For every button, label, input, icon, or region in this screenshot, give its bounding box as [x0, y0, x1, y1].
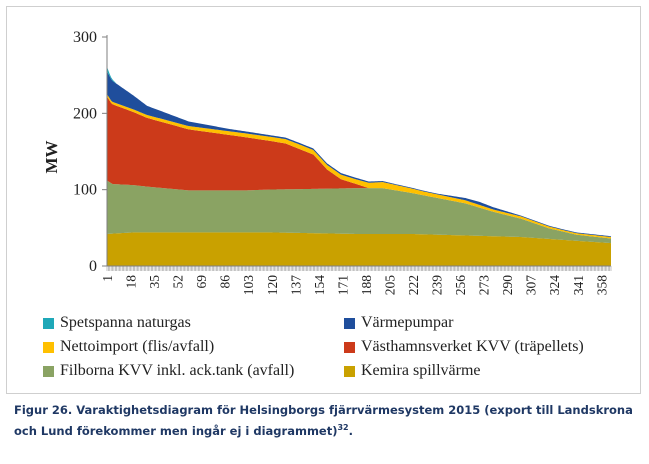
- legend-item-kemira: Kemira spillvärme: [344, 362, 481, 380]
- figure-caption: Figur 26. Varaktighetsdiagram för Helsin…: [14, 402, 639, 440]
- x-tick-label: 52: [171, 275, 186, 289]
- legend-label: Spetspanna naturgas: [60, 314, 191, 331]
- duration-chart: 0 100 200 300 1 18 35 52 69 86 103 120 137 154 171 188 2…: [42, 29, 612, 296]
- x-tick-label: 222: [406, 275, 421, 295]
- area-series-2: [107, 96, 611, 239]
- x-tick-label: 307: [524, 275, 539, 296]
- x-tick-label: 239: [430, 275, 445, 296]
- legend-swatch-vasthamnsverket: [344, 341, 355, 353]
- y-tick-label: 100: [73, 182, 97, 199]
- figure-frame: 0 100 200 300 1 18 35 52 69 86 103 120 137 154 171 188 2…: [6, 6, 641, 394]
- legend-label: Västhamnsverket KVV (träpellets): [361, 338, 584, 355]
- x-tick-label: 290: [500, 275, 515, 296]
- legend-swatch-filborna: [43, 365, 54, 377]
- legend-label: Nettoimport (flis/avfall): [60, 338, 215, 355]
- x-tick-label: 358: [594, 275, 609, 296]
- caption-text: Figur 26. Varaktighetsdiagram för Helsin…: [14, 403, 633, 438]
- x-tick-label: 256: [453, 275, 468, 296]
- x-tick-label: 1: [100, 275, 115, 282]
- x-tick-label: 171: [335, 275, 350, 295]
- x-tick-label: 120: [265, 275, 280, 296]
- legend-item-vasthamnsverket: Västhamnsverket KVV (träpellets): [344, 338, 584, 356]
- legend-item-filborna: Filborna KVV inkl. ack.tank (avfall): [43, 362, 294, 380]
- legend-item-spetspanna: Spetspanna naturgas: [43, 314, 191, 332]
- x-tick-label: 154: [312, 275, 327, 296]
- legend-swatch-nettoimport: [43, 341, 54, 353]
- x-tick-label: 35: [147, 275, 162, 289]
- area-series-1: [107, 180, 611, 244]
- x-tick-label: 205: [382, 275, 397, 296]
- y-axis-label: MW: [42, 140, 61, 173]
- x-tick-label: 103: [241, 275, 256, 296]
- x-tick-label: 137: [288, 275, 303, 296]
- x-tick-label: 18: [124, 275, 139, 289]
- legend-label: Värmepumpar: [361, 314, 454, 331]
- caption-footnote: 32: [337, 423, 349, 432]
- y-tick-label: 300: [73, 29, 97, 46]
- y-tick-label: 0: [89, 258, 97, 275]
- x-tick-label: 69: [194, 275, 209, 289]
- axes: 0 100 200 300 1 18 35 52 69 86 103 120 137 154 171 188 2…: [73, 29, 612, 296]
- legend-item-varmepumpar: Värmepumpar: [344, 314, 453, 332]
- x-tick-label: 273: [477, 275, 492, 296]
- x-tick-label: 341: [571, 275, 586, 295]
- area-series-0: [107, 232, 611, 266]
- y-tick-label: 200: [73, 105, 97, 122]
- x-tick-label: 86: [218, 275, 233, 289]
- legend-label: Kemira spillvärme: [361, 362, 481, 379]
- legend-item-nettoimport: Nettoimport (flis/avfall): [43, 338, 214, 356]
- caption-end: .: [348, 423, 353, 438]
- legend-swatch-kemira: [344, 365, 355, 377]
- x-day-ticks: [106, 266, 612, 271]
- x-tick-label: 324: [547, 275, 562, 296]
- legend-label: Filborna KVV inkl. ack.tank (avfall): [60, 362, 295, 379]
- legend-swatch-spetspanna: [43, 317, 54, 329]
- plot-areas: [107, 66, 611, 266]
- x-tick-label: 188: [359, 275, 374, 296]
- legend-swatch-varmepumpar: [344, 317, 355, 329]
